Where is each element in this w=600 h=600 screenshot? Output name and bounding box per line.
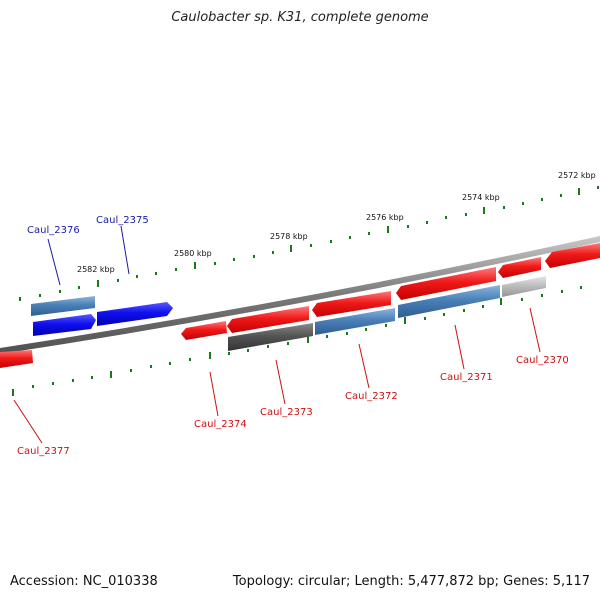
genome-backbone xyxy=(0,236,600,354)
gene-arrow-left-edge[interactable] xyxy=(0,350,33,368)
gene-arrow-partial-right[interactable] xyxy=(545,243,600,268)
genome-summary-text: Topology: circular; Length: 5,477,872 bp… xyxy=(232,574,590,589)
kbp-label: 2576 kbp xyxy=(366,213,404,222)
gene-arrow-caul-2371-neighbor[interactable] xyxy=(396,267,496,300)
gene-arrow-caul-2373-neighbor[interactable] xyxy=(227,306,309,333)
gene-arrow-caul-2374[interactable] xyxy=(181,321,227,340)
gene-arrow-caul-2372-neighbor[interactable] xyxy=(312,291,391,317)
gene-labels: Caul_2370 Caul_2371 Caul_2372 Caul_2373 … xyxy=(17,215,569,457)
label-leaders xyxy=(13,225,541,444)
gene-label-caul-2377: Caul_2377 xyxy=(17,446,70,457)
gene-label-caul-2372: Caul_2372 xyxy=(345,391,398,402)
forward-strand-genes xyxy=(31,243,600,333)
leader-caul-2373 xyxy=(275,359,286,405)
gene-label-caul-2375: Caul_2375 xyxy=(96,215,149,226)
accession-text: Accession: NC_010338 xyxy=(10,574,158,589)
map-title: Caulobacter sp. K31, complete genome xyxy=(171,10,429,25)
kbp-scale: 2572 kbp 2574 kbp 2576 kbp 2578 kbp 2580… xyxy=(77,171,596,274)
gene-arrow-caul-2370[interactable] xyxy=(502,276,546,297)
leader-caul-2377 xyxy=(13,399,43,444)
gene-arrow-caul-2376-blue[interactable] xyxy=(33,314,96,336)
kbp-label: 2582 kbp xyxy=(77,265,115,274)
leader-caul-2370 xyxy=(529,307,541,353)
gene-arrow-caul-2370-neighbor[interactable] xyxy=(498,257,541,278)
gene-label-caul-2373: Caul_2373 xyxy=(260,407,313,418)
leader-caul-2371 xyxy=(454,324,465,370)
leader-caul-2376 xyxy=(47,238,61,286)
kbp-label: 2580 kbp xyxy=(174,249,212,258)
gene-label-caul-2370: Caul_2370 xyxy=(516,355,569,366)
gene-label-caul-2371: Caul_2371 xyxy=(440,372,493,383)
outer-tick-ring xyxy=(19,186,599,301)
kbp-label: 2574 kbp xyxy=(462,193,500,202)
kbp-label: 2572 kbp xyxy=(558,171,596,180)
gene-arrow-caul-2376[interactable] xyxy=(31,296,95,316)
leader-caul-2374 xyxy=(209,371,219,417)
inner-tick-ring xyxy=(12,286,582,396)
leader-caul-2372 xyxy=(358,343,370,389)
reverse-strand-genes xyxy=(0,276,546,368)
leader-caul-2375 xyxy=(120,225,130,275)
kbp-label: 2578 kbp xyxy=(270,232,308,241)
gene-arrow-caul-2373[interactable] xyxy=(228,323,313,351)
gene-label-caul-2376: Caul_2376 xyxy=(27,225,80,236)
gene-label-caul-2374: Caul_2374 xyxy=(194,419,247,430)
gene-arrow-caul-2371[interactable] xyxy=(398,285,500,318)
gene-arrow-caul-2372[interactable] xyxy=(315,308,395,335)
gene-arrow-caul-2375[interactable] xyxy=(97,302,173,326)
